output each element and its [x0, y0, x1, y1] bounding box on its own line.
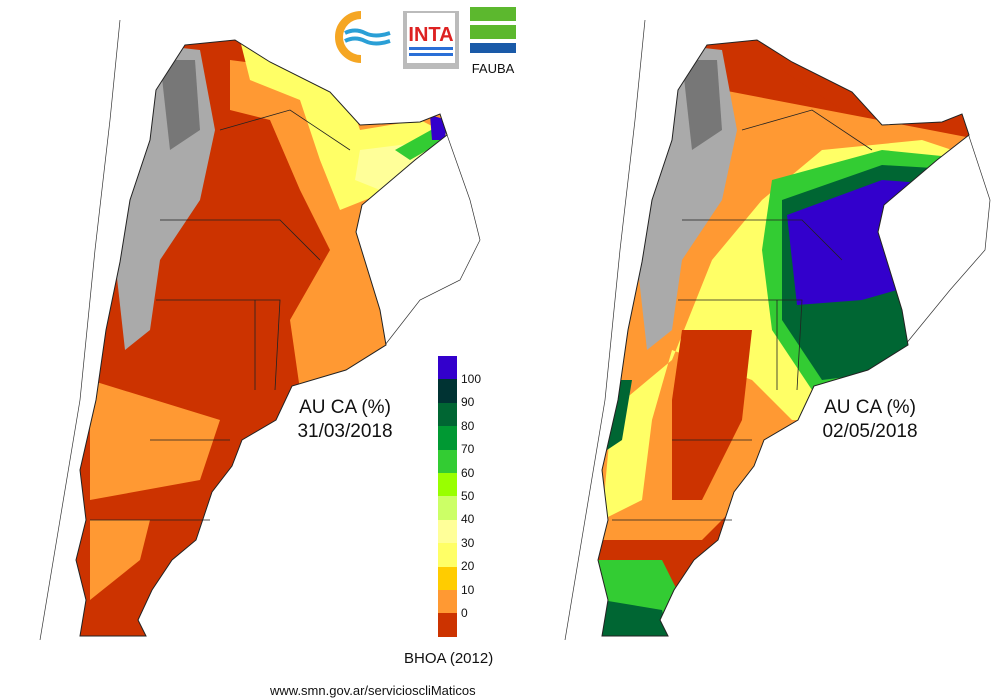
color-legend — [438, 356, 457, 637]
neighbor-borders — [39, 19, 991, 641]
legend-swatch — [438, 472, 457, 497]
left-map-date: 31/03/2018 — [297, 421, 393, 442]
fauba-logo: FAUBA — [470, 7, 516, 76]
svg-text:FAUBA: FAUBA — [472, 61, 515, 75]
svg-text:INTA: INTA — [408, 24, 453, 46]
smn-logo — [335, 11, 391, 63]
legend-tick: 50 — [461, 489, 475, 503]
legend-swatch — [438, 379, 457, 403]
left-map-title: AU CA (%) — [299, 397, 391, 418]
logos: INTA FAUBA — [325, 3, 525, 80]
legend-swatch — [438, 449, 457, 473]
legend-tick: 30 — [461, 535, 475, 550]
map-left — [75, 39, 448, 637]
legend-source: BHOA (2012) — [404, 650, 494, 667]
legend-swatch — [438, 613, 457, 637]
legend-tick: 10 — [461, 582, 475, 597]
map-right — [597, 39, 970, 637]
legend-swatch — [438, 496, 457, 520]
legend-tick: 40 — [461, 512, 475, 527]
legend-swatch — [438, 402, 457, 427]
legend-swatch — [438, 566, 457, 590]
right-map-date: 02/05/2018 — [822, 421, 918, 442]
inta-logo: INTA — [403, 11, 459, 69]
legend-tick: 90 — [461, 395, 475, 410]
right-map-label: AU CA (%) 02/05/2018 — [815, 396, 925, 444]
legend-tick: 0 — [461, 606, 468, 620]
left-map-label: AU CA (%) 31/03/2018 — [290, 396, 400, 444]
legend-tick: 80 — [461, 418, 475, 433]
institution-logos: INTA FAUBA — [335, 7, 516, 76]
legend-tick: 100 — [461, 372, 482, 386]
legend-swatch — [438, 356, 457, 380]
legend-swatch — [438, 589, 457, 614]
right-map-title: AU CA (%) — [824, 397, 916, 418]
legend-swatch — [438, 519, 457, 544]
legend-tick: 20 — [461, 559, 475, 574]
legend-tick: 60 — [461, 465, 475, 480]
legend-tick: 70 — [461, 442, 475, 457]
legend-swatch — [438, 426, 457, 450]
legend-swatch — [438, 543, 457, 567]
footer-url: www.smn.gov.ar/servicioscliMaticos — [270, 683, 476, 698]
